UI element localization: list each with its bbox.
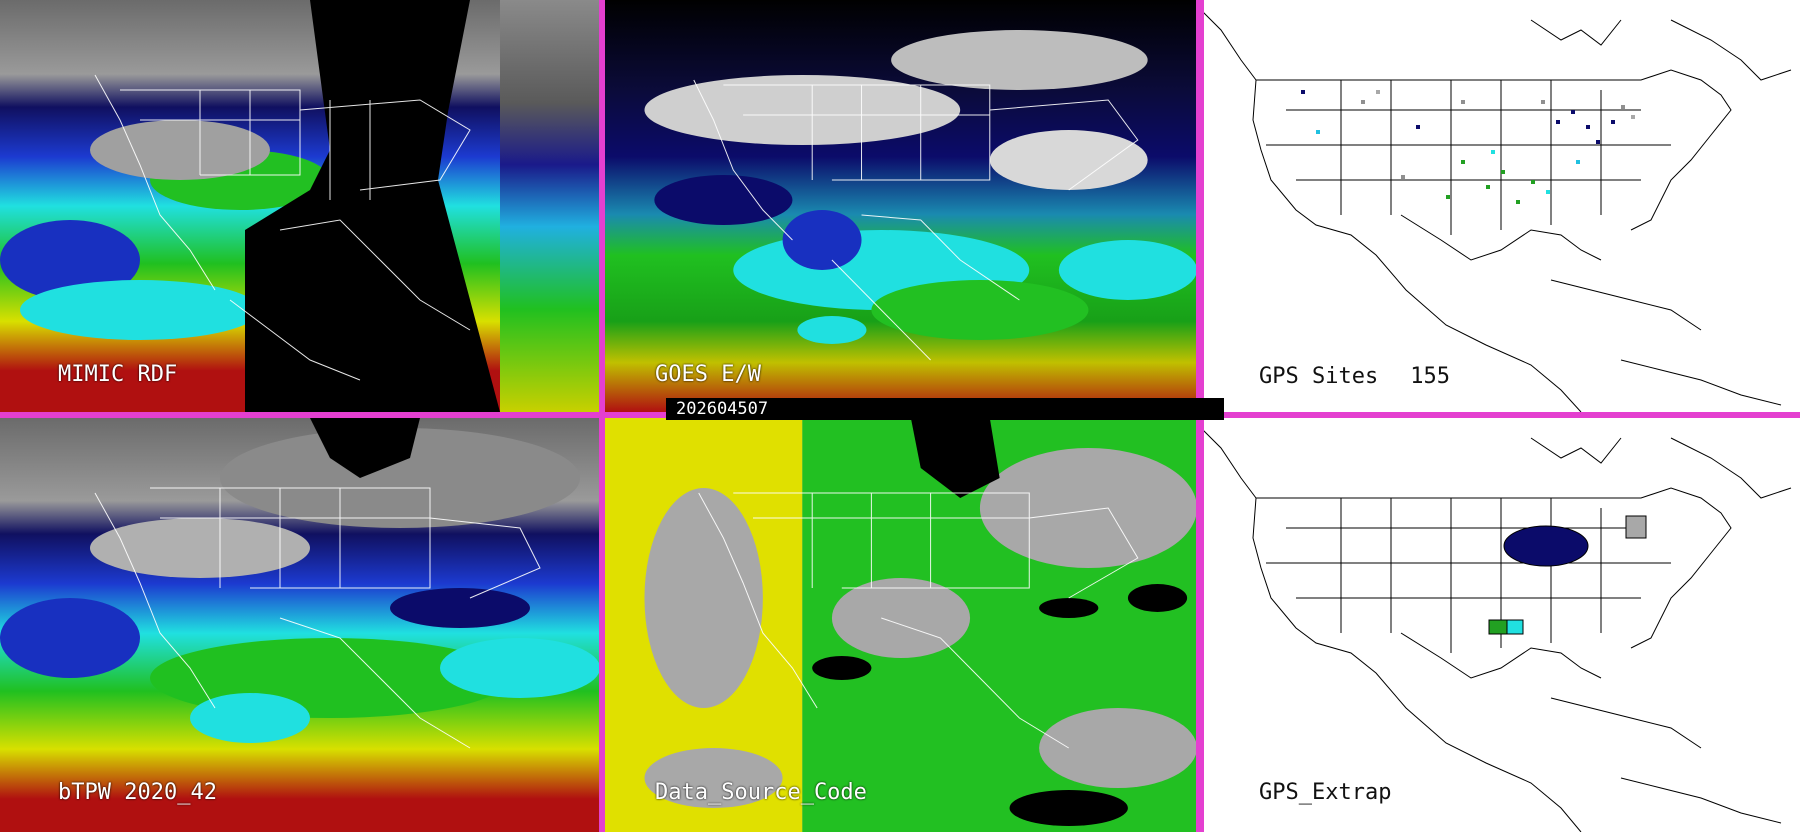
btpw-map [0, 418, 599, 832]
btpw-panel: bTPW 2020_42 [0, 418, 599, 832]
goes-ew-map [605, 0, 1196, 412]
gps-site-markers [1301, 90, 1635, 204]
mimic-rdf-panel: MIMIC RDF [0, 0, 599, 412]
btpw-label: bTPW 2020_42 [58, 780, 217, 805]
gps-extrap-panel: GPS_Extrap [1201, 418, 1800, 832]
timestamp-bar: 202604507 [666, 398, 1224, 420]
gps-extrap-label: GPS_Extrap [1259, 780, 1392, 805]
mimic-rdf-label: MIMIC RDF [58, 362, 178, 387]
gps-sites-panel: GPS Sites 155 [1201, 0, 1800, 412]
left-vertical-separator [599, 0, 605, 832]
gps-sites-title: GPS Sites [1259, 364, 1379, 389]
mimic-rdf-map [0, 0, 599, 412]
goes-ew-label: GOES E/W [655, 362, 761, 387]
data-source-code-label: Data_Source_Code [655, 780, 867, 805]
gps-extrap-map [1201, 418, 1800, 832]
gps-sites-map [1201, 0, 1800, 412]
data-source-code-panel: Data_Source_Code [601, 418, 1200, 832]
gps-sites-count: 155 [1410, 364, 1450, 389]
gps-sites-label: GPS Sites 155 [1259, 366, 1450, 388]
goes-ew-panel: GOES E/W [601, 0, 1200, 412]
data-source-code-map [605, 418, 1196, 832]
